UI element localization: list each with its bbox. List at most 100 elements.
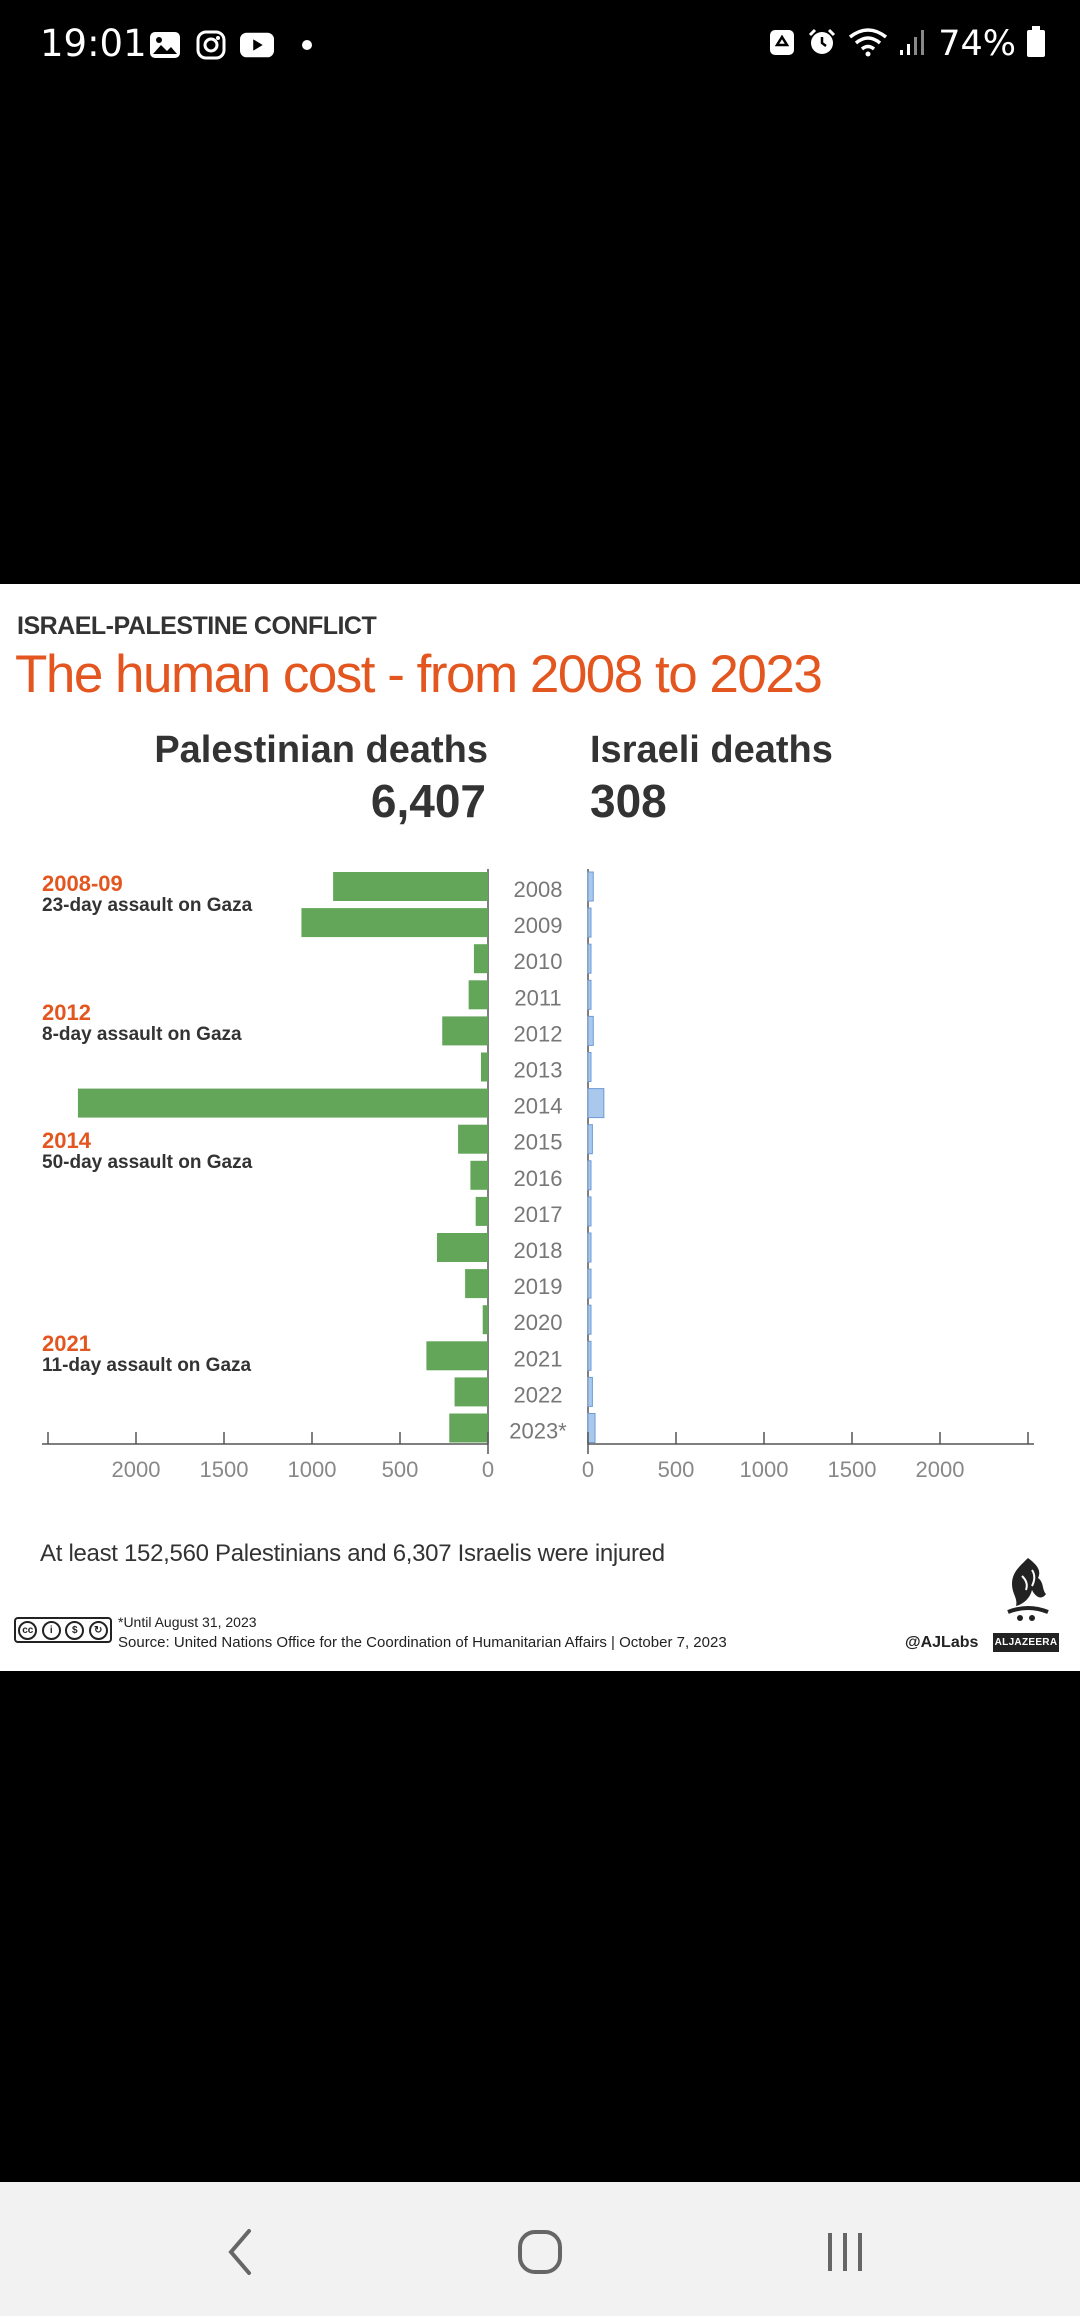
- year-label: 2016: [514, 1166, 563, 1191]
- event-description: 8-day assault on Gaza: [42, 1024, 242, 1045]
- year-label: 2009: [514, 913, 563, 938]
- year-label: 2011: [514, 985, 561, 1010]
- year-label: 2014: [514, 1094, 563, 1119]
- palestinian-deaths-label: Palestinian deaths: [154, 729, 488, 771]
- israeli-bar: [587, 943, 592, 974]
- year-label: 2020: [514, 1310, 563, 1335]
- event-annotation: 2021 11-day assault on Gaza: [42, 1333, 251, 1377]
- x-tick-label: 2000: [916, 1457, 965, 1482]
- status-bar: 19:01 74%: [0, 0, 1080, 95]
- israeli-bar: [587, 1160, 592, 1191]
- brand-badge: ALJAZEERA: [993, 1633, 1059, 1652]
- palestinian-bar: [449, 1413, 488, 1443]
- recents-icon: [828, 2233, 862, 2271]
- system-icons: 74%: [768, 24, 1046, 64]
- nc-icon: $: [65, 1620, 85, 1640]
- year-label: 2010: [514, 949, 563, 974]
- wifi-icon: [848, 27, 888, 62]
- x-tick-label: 1000: [740, 1457, 789, 1482]
- creative-commons-badge: cc i $ ↻: [14, 1617, 112, 1643]
- event-year: 2021: [42, 1331, 91, 1356]
- israeli-bar: [587, 1304, 592, 1335]
- palestinian-bar: [301, 908, 488, 938]
- instagram-icon: [194, 30, 228, 60]
- x-tick-label: 500: [382, 1457, 419, 1482]
- israeli-deaths-total: 308: [590, 775, 667, 827]
- palestinian-bar: [77, 1088, 489, 1118]
- event-year: 2014: [42, 1128, 91, 1153]
- palestinian-bar: [426, 1341, 488, 1371]
- year-label: 2019: [514, 1274, 563, 1299]
- palestinian-bar: [475, 1196, 488, 1226]
- israeli-bar: [587, 1196, 592, 1227]
- year-label: 2018: [514, 1238, 563, 1263]
- year-label: 2013: [514, 1058, 563, 1083]
- gallery-icon: [148, 30, 182, 60]
- israeli-bar: [587, 1015, 594, 1046]
- israeli-bar: [587, 1340, 592, 1371]
- event-description: 23-day assault on Gaza: [42, 895, 253, 916]
- deaths-bar-chart: 2008 2009 2010 2011 2012 2013 2014 2015 2016 2017…: [42, 869, 1034, 1482]
- x-tick-label: 500: [658, 1457, 695, 1482]
- back-icon: [228, 2229, 251, 2275]
- year-label: 2012: [514, 1021, 563, 1046]
- kicker: ISRAEL-PALESTINE CONFLICT: [17, 612, 377, 640]
- palestinian-bar: [465, 1269, 488, 1299]
- israeli-bar: [587, 1088, 605, 1119]
- injured-note: At least 152,560 Palestinians and 6,307 …: [40, 1540, 665, 1567]
- footnote: *Until August 31, 2023: [118, 1614, 257, 1630]
- palestinian-bar: [436, 1233, 488, 1262]
- signal-icon: [898, 27, 928, 62]
- year-label: 2008: [514, 877, 563, 902]
- palestinian-bar: [333, 872, 488, 901]
- year-label: 2021: [514, 1346, 563, 1371]
- x-tick-label: 2000: [112, 1457, 161, 1482]
- palestinian-bar: [458, 1124, 488, 1154]
- israeli-bar: [587, 871, 594, 902]
- event-year: 2008-09: [42, 871, 123, 896]
- israeli-bar: [587, 1052, 592, 1082]
- palestinian-bar: [480, 1052, 488, 1082]
- palestinian-deaths-total: 6,407: [370, 775, 486, 827]
- palestinian-bar: [482, 1305, 488, 1335]
- event-annotation: 2012 8-day assault on Gaza: [42, 1002, 242, 1046]
- x-tick-label: 1500: [828, 1457, 877, 1482]
- israeli-deaths-label: Israeli deaths: [590, 729, 833, 771]
- headline: The human cost - from 2008 to 2023: [15, 645, 823, 704]
- year-label: 2015: [514, 1130, 563, 1155]
- aljazeera-logo-icon: [1007, 1558, 1049, 1621]
- sa-icon: ↻: [88, 1620, 108, 1640]
- palestinian-bar: [470, 1160, 488, 1190]
- infographic-image[interactable]: ISRAEL-PALESTINE CONFLICT The human cost…: [0, 584, 1080, 1671]
- home-button[interactable]: [505, 2222, 575, 2282]
- recycle-icon: [768, 27, 796, 62]
- israeli-bar: [587, 1124, 593, 1155]
- notification-icons: [148, 30, 312, 60]
- cc-icon: cc: [18, 1620, 38, 1640]
- event-description: 11-day assault on Gaza: [42, 1355, 252, 1376]
- israeli-bar: [587, 1376, 593, 1407]
- battery-percent: 74%: [938, 24, 1016, 64]
- palestinian-bar: [468, 980, 488, 1010]
- x-tick-label: 0: [482, 1457, 494, 1482]
- event-annotation: 2014 50-day assault on Gaza: [42, 1130, 252, 1174]
- source-line: Source: United Nations Office for the Co…: [118, 1634, 727, 1651]
- palestinian-bar: [442, 1016, 488, 1046]
- alarm-icon: [806, 27, 838, 62]
- more-notifications-dot: [302, 40, 312, 50]
- back-button[interactable]: [205, 2222, 275, 2282]
- youtube-icon: [240, 30, 274, 60]
- by-icon: i: [41, 1620, 61, 1640]
- israeli-bar: [587, 1232, 592, 1263]
- recents-button[interactable]: [810, 2222, 880, 2282]
- palestinian-bar: [473, 944, 488, 974]
- palestinian-bar: [454, 1377, 488, 1407]
- x-tick-label: 1500: [200, 1457, 249, 1482]
- event-annotation: 2008-09 23-day assault on Gaza: [42, 873, 252, 917]
- israeli-bar: [587, 1413, 596, 1443]
- year-label: 2017: [514, 1202, 563, 1227]
- israeli-bar: [587, 979, 592, 1010]
- status-time: 19:01: [40, 22, 147, 65]
- credit: @AJLabs: [905, 1634, 979, 1651]
- x-tick-label: 0: [582, 1457, 594, 1482]
